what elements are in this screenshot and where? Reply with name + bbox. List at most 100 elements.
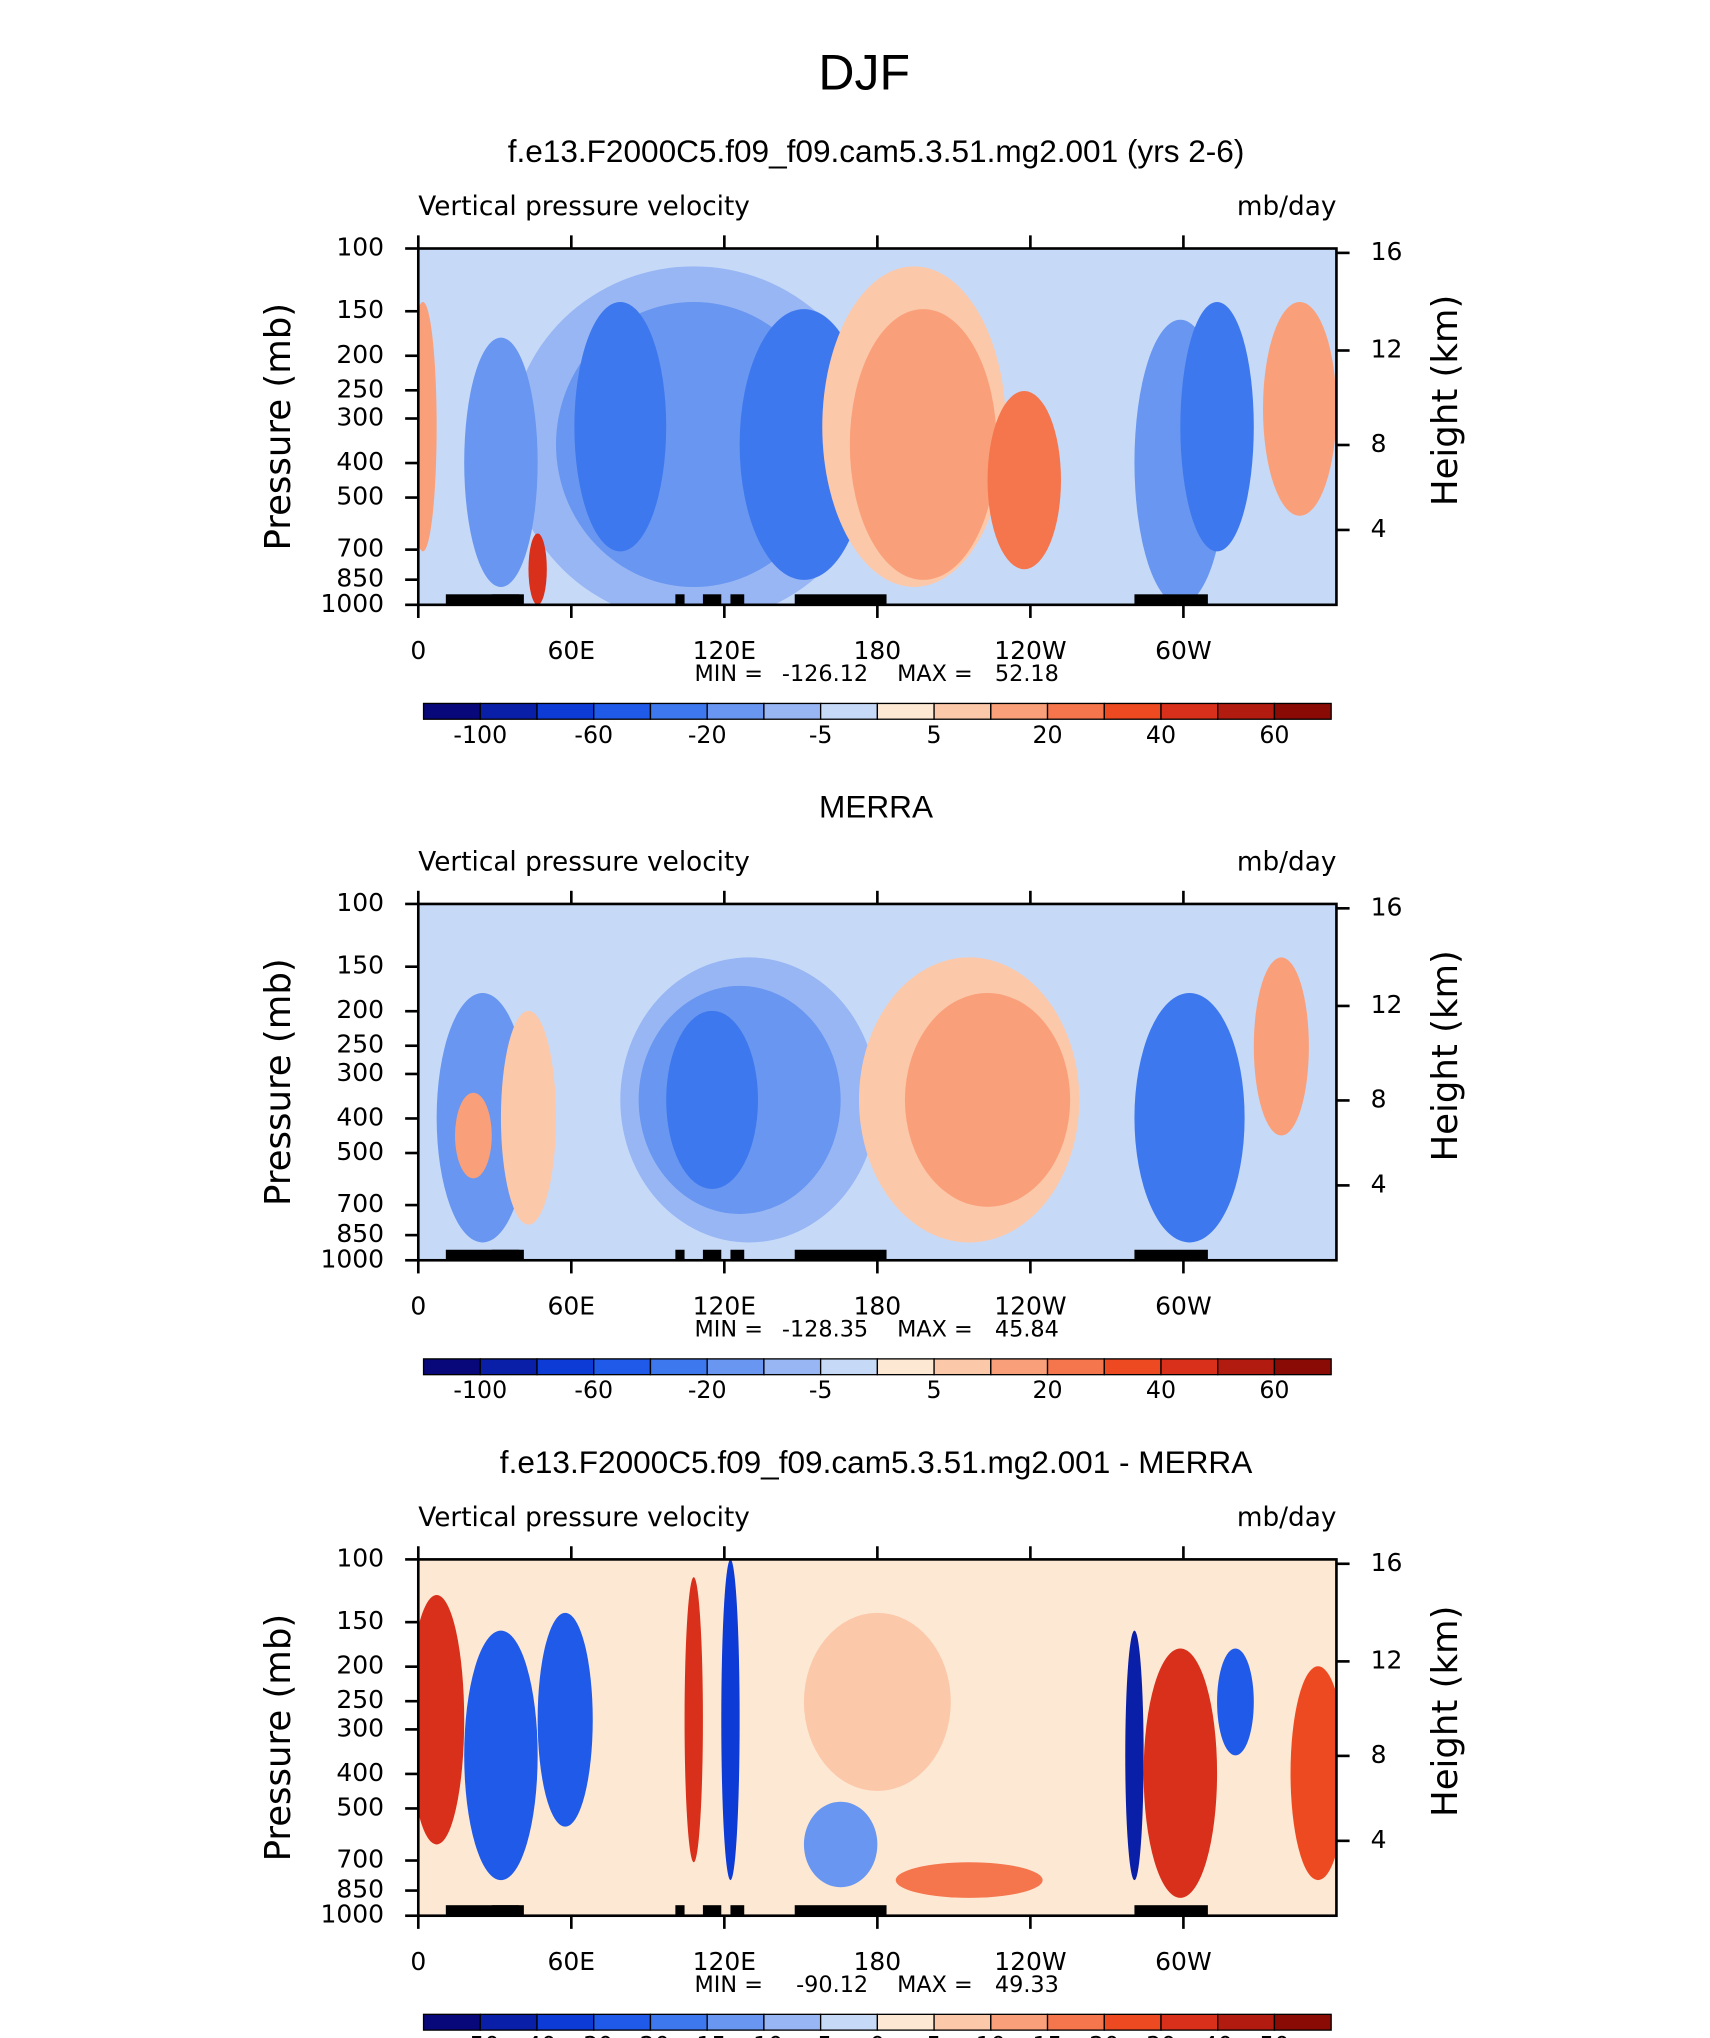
y-tick-label: 400	[336, 1102, 384, 1131]
y-tick-label: 300	[336, 403, 384, 432]
y-tick-label: 200	[336, 340, 384, 369]
colorbar-box	[593, 1358, 652, 1376]
x-tick-label: 60E	[548, 636, 596, 665]
y-tick-label: 300	[336, 1713, 384, 1742]
colorbar-box	[876, 1358, 935, 1376]
x-tick-label: 120E	[693, 636, 756, 665]
contour-blob	[684, 1577, 703, 1863]
x-tick-label: 120W	[994, 1292, 1066, 1321]
colorbar-label: 50	[1259, 2032, 1289, 2038]
colorbar-box	[422, 2013, 481, 2031]
colorbar-box	[1160, 702, 1219, 720]
contour-blob	[1134, 993, 1245, 1243]
colorbar-box	[1103, 702, 1162, 720]
colorbar-label: 0	[870, 2032, 885, 2038]
y-tick-label: 700	[336, 1189, 384, 1218]
contour-blob	[803, 1612, 951, 1792]
y2-tick-label: 8	[1371, 1740, 1387, 1769]
y-tick-label: 500	[336, 1137, 384, 1166]
terrain	[794, 1905, 887, 1916]
y-axis-label: Pressure (mb)	[258, 1614, 299, 1862]
colorbar-box	[1046, 1358, 1105, 1376]
y-tick-label: 400	[336, 1758, 384, 1787]
y-tick-label: 850	[336, 1875, 384, 1904]
colorbar-box	[1103, 2013, 1162, 2031]
colorbar-label: -100	[453, 1376, 507, 1404]
colorbar-box	[1046, 2013, 1105, 2031]
colorbar-label: -5	[809, 2032, 833, 2038]
y-tick-label: 150	[336, 951, 384, 980]
y-tick-label: 250	[336, 374, 384, 403]
contour-blob	[1253, 957, 1309, 1136]
contour-blob	[1125, 1630, 1144, 1881]
contour-blob	[666, 1010, 759, 1190]
units: mb/day	[1237, 192, 1337, 222]
terrain	[491, 1905, 524, 1916]
colorbar-box	[933, 1358, 992, 1376]
contour-field	[418, 248, 1337, 605]
x-tick-label: 60E	[548, 1947, 596, 1976]
y-tick-label: 250	[336, 1685, 384, 1714]
terrain	[1134, 594, 1208, 605]
terrain	[794, 1249, 887, 1261]
terrain	[730, 1249, 745, 1261]
colorbar-label: -20	[631, 2032, 670, 2038]
y-tick-label: 400	[336, 447, 384, 476]
y-tick-label: 1000	[321, 1900, 385, 1929]
x-tick-label: 0	[410, 636, 426, 665]
contour-blob	[574, 301, 667, 552]
colorbar-box	[479, 2013, 538, 2031]
contour-blob	[464, 1630, 538, 1881]
x-tick-label: 60W	[1155, 636, 1211, 665]
x-tick-label: 180	[854, 1947, 902, 1976]
colorbar-box	[649, 1358, 708, 1376]
contour-field	[418, 903, 1337, 1261]
contour-blob	[455, 1092, 492, 1179]
terrain	[730, 594, 745, 605]
colorbar-box	[706, 2013, 765, 2031]
colorbar-box	[876, 2013, 935, 2031]
y2-tick-label: 12	[1371, 1645, 1403, 1674]
y-tick-label: 100	[336, 888, 384, 917]
y2-tick-label: 4	[1371, 1825, 1387, 1854]
y-tick-label: 500	[336, 482, 384, 511]
colorbar-box	[649, 702, 708, 720]
colorbar-label: 5	[927, 2032, 942, 2038]
colorbar-box	[1160, 2013, 1219, 2031]
colorbar-box	[536, 1358, 595, 1376]
y2-tick-label: 4	[1371, 1169, 1387, 1198]
colorbar-box	[422, 1358, 481, 1376]
max-label: MAX =	[897, 1972, 973, 1998]
colorbar-box	[1217, 1358, 1276, 1376]
y-tick-label: 150	[336, 295, 384, 324]
max-value: 49.33	[995, 1972, 1059, 1998]
terrain	[445, 1249, 520, 1261]
colorbar-box	[422, 702, 481, 720]
terrain	[1134, 1905, 1208, 1916]
y-tick-label: 300	[336, 1058, 384, 1087]
panel-title: f.e13.F2000C5.f09_f09.cam5.3.51.mg2.001 …	[500, 1444, 1252, 1480]
figure-title: DJF	[818, 44, 910, 100]
x-tick-label: 120W	[994, 636, 1066, 665]
units: mb/day	[1237, 1503, 1337, 1533]
min-value: -90.12	[796, 1972, 868, 1998]
x-tick-label: 120E	[693, 1292, 756, 1321]
panel-subtitle: Vertical pressure velocity	[418, 1503, 750, 1533]
y-tick-label: 1000	[321, 589, 385, 618]
colorbar-label: 40	[1203, 2032, 1233, 2038]
terrain	[730, 1905, 745, 1916]
colorbar-label: 5	[927, 1376, 942, 1404]
colorbar-box	[763, 702, 822, 720]
colorbar-label: -30	[574, 2032, 613, 2038]
colorbar-box	[706, 1358, 765, 1376]
terrain	[675, 1905, 685, 1916]
colorbar-label: 40	[1146, 1376, 1176, 1404]
colorbar-label: -40	[518, 2032, 557, 2038]
y-axis-label: Pressure (mb)	[258, 958, 299, 1206]
colorbar-box	[990, 702, 1049, 720]
colorbar-label: 10	[976, 2032, 1006, 2038]
panel-subtitle: Vertical pressure velocity	[418, 192, 750, 222]
contour-blob	[895, 1862, 1043, 1898]
y2-tick-label: 12	[1371, 335, 1403, 364]
y2-axis-label: Height (km)	[1425, 1606, 1466, 1817]
